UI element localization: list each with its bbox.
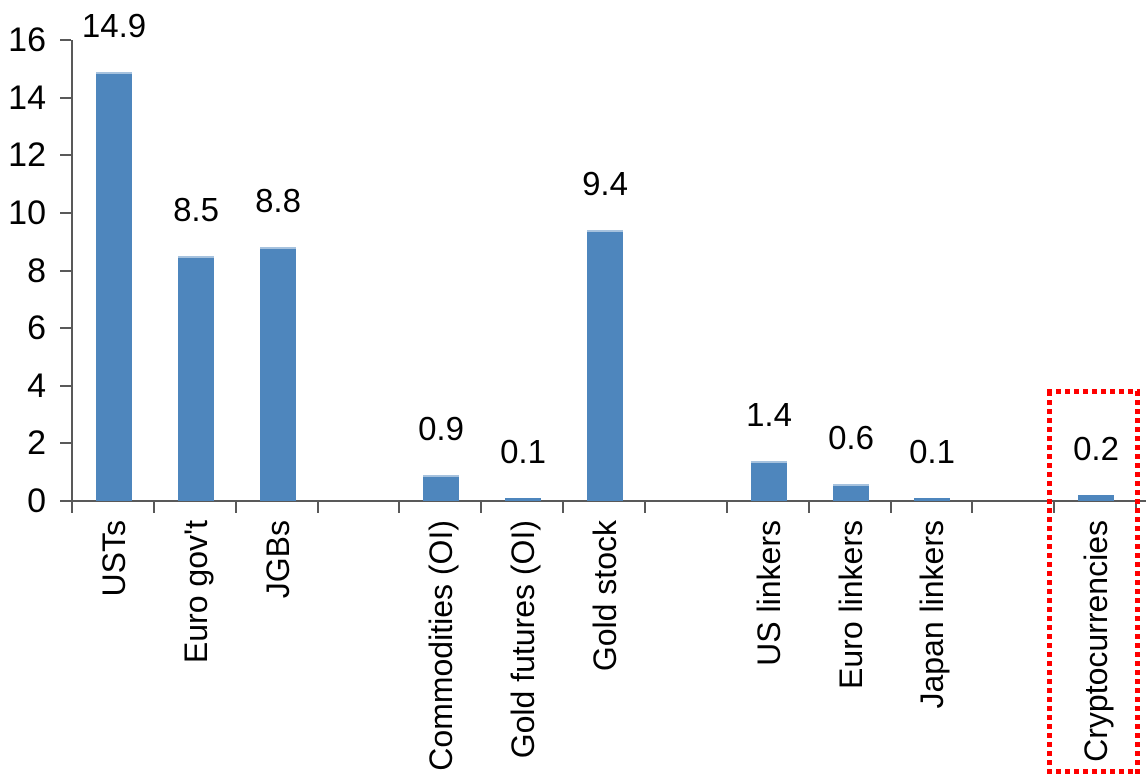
data-label: 0.1 xyxy=(909,433,955,470)
category-label: Gold stock xyxy=(587,520,623,672)
x-tick-mark xyxy=(643,502,646,513)
data-label: 8.5 xyxy=(173,191,219,228)
category-label: Euro gov't xyxy=(178,520,214,664)
y-tick-label: 0 xyxy=(27,482,46,520)
x-tick-mark xyxy=(398,502,401,513)
data-label: 1.4 xyxy=(746,396,792,433)
y-tick-label: 4 xyxy=(27,366,46,405)
category-label: USTs xyxy=(96,520,132,597)
y-tick-mark xyxy=(60,211,71,214)
x-axis-line xyxy=(71,500,1146,502)
bar-usts xyxy=(96,72,132,501)
x-tick-mark xyxy=(562,502,565,513)
x-tick-mark xyxy=(725,502,728,513)
x-tick-mark xyxy=(480,502,483,513)
x-tick-mark xyxy=(316,502,319,513)
data-label: 0.9 xyxy=(418,410,464,447)
bar-gold-stock xyxy=(587,230,623,501)
y-tick-mark xyxy=(60,96,71,99)
bar-euro-gov-t xyxy=(178,256,214,501)
highlight-box-cryptocurrencies xyxy=(1047,389,1140,774)
bar-commodities-oi- xyxy=(423,475,459,501)
bar-euro-linkers xyxy=(833,484,869,501)
y-tick-mark xyxy=(60,39,71,41)
y-tick-label: 14 xyxy=(8,78,46,117)
bar-us-linkers xyxy=(751,461,787,501)
x-tick-mark xyxy=(71,502,73,513)
bar-japan-linkers xyxy=(914,498,950,501)
category-label: Commodities (OI) xyxy=(423,520,459,771)
bar-gold-futures-oi- xyxy=(505,498,541,501)
y-tick-label: 8 xyxy=(27,251,46,290)
y-tick-label: 10 xyxy=(8,193,46,232)
data-label: 14.9 xyxy=(81,7,147,44)
y-axis-line xyxy=(71,40,73,501)
y-tick-label: 6 xyxy=(27,309,46,348)
x-tick-mark xyxy=(971,502,974,513)
x-tick-mark xyxy=(807,502,810,513)
y-tick-label: 2 xyxy=(27,424,46,463)
category-label: Gold futures (OI) xyxy=(505,520,541,759)
y-tick-mark xyxy=(60,327,71,330)
data-label: 0.1 xyxy=(500,433,546,470)
category-label: JGBs xyxy=(260,520,296,599)
category-label: Japan linkers xyxy=(914,520,950,709)
data-label: 8.8 xyxy=(255,182,301,219)
category-label: Euro linkers xyxy=(833,520,869,689)
x-tick-mark xyxy=(234,502,237,513)
y-tick-mark xyxy=(60,384,71,387)
data-label: 9.4 xyxy=(582,165,628,202)
bar-jgbs xyxy=(260,247,296,501)
y-tick-mark xyxy=(60,269,71,272)
y-tick-mark xyxy=(60,154,71,157)
y-tick-mark xyxy=(60,500,71,502)
x-tick-mark xyxy=(889,502,892,513)
y-tick-label: 16 xyxy=(8,21,46,59)
x-tick-mark xyxy=(152,502,155,513)
y-tick-mark xyxy=(60,442,71,445)
category-label: US linkers xyxy=(751,520,787,666)
y-tick-label: 12 xyxy=(8,136,46,175)
data-label: 0.6 xyxy=(828,419,874,456)
